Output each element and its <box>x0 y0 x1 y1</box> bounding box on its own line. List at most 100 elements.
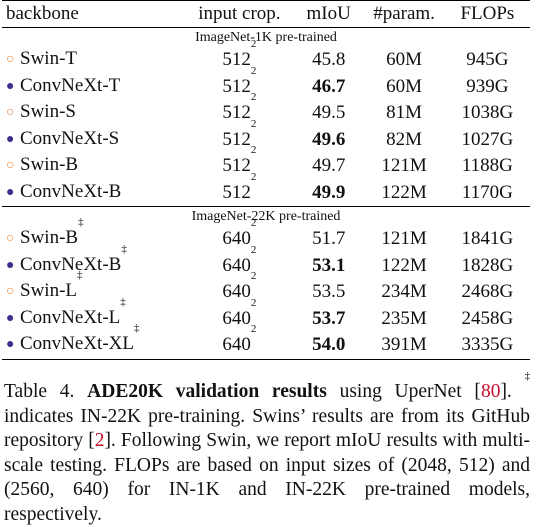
crop-exponent: 2 <box>250 144 257 156</box>
backbone-cell: ○ Swin-B ‡ <box>2 217 185 253</box>
backbone-cell: ● ConvNeXt-XL‡ <box>2 323 185 360</box>
param-cell: 122M <box>381 254 427 276</box>
param-cell: 234M <box>381 281 427 302</box>
table-row: ○ Swin-L‡ 6402 53.5 234M 2468G <box>2 270 530 306</box>
crop-value: 640 <box>222 254 251 276</box>
flops-cell: 2458G <box>461 307 514 329</box>
backbone-name: Swin-T <box>20 48 77 69</box>
flops-cell: 945G <box>466 49 509 70</box>
backbone-cell: ● ConvNeXt-T <box>2 74 185 101</box>
table-row: ○ Swin-B 5122 49.7 121M 1188G <box>2 145 530 180</box>
param-cell: 391M <box>363 332 445 360</box>
open-circle-icon: ○ <box>6 158 15 173</box>
param-cell: 82M <box>386 128 423 150</box>
miou-cell: 45.8 <box>312 49 346 70</box>
dagger-mark: ‡ <box>77 269 83 281</box>
crop-exponent: 2 <box>250 91 257 103</box>
filled-circle-icon: ● <box>6 310 15 326</box>
open-circle-icon: ○ <box>6 105 15 120</box>
dagger-mark: ‡ <box>133 322 140 334</box>
crop-exponent: 2 <box>250 117 257 130</box>
crop-cell: 5122 <box>185 145 294 180</box>
caption-text-1: using UperNet [ <box>339 381 481 402</box>
crop-value: 512 <box>222 155 251 176</box>
caption-text-3: indicates IN-22K pre-training. Swins’ re… <box>4 405 530 452</box>
flops-cell: 3335G <box>444 332 530 360</box>
crop-cell: 6402 <box>184 324 295 360</box>
param-cell: 235M <box>381 307 427 329</box>
section-label: ImageNet-22K pre-trained <box>2 206 530 226</box>
backbone-name: Swin-L <box>20 280 77 301</box>
crop-value: 640 <box>222 307 251 329</box>
table-row: ○ Swin-B ‡ 6402 51.7 121M 1841G <box>2 217 530 253</box>
table-row: ● ConvNeXt-B‡ 6402 53.1 122M 1828G <box>2 243 530 280</box>
citation-link-80[interactable]: 80 <box>480 381 501 402</box>
param-cell: 81M <box>386 102 423 123</box>
miou-cell: 51.7 <box>312 228 346 249</box>
header-param: #param. <box>363 0 445 28</box>
crop-exponent: 2 <box>250 38 257 50</box>
backbone-cell: ● ConvNeXt-B‡ <box>2 243 185 280</box>
filled-circle-icon: ● <box>6 337 15 352</box>
backbone-cell: ○ Swin-S <box>2 100 185 127</box>
flops-cell: 1170G <box>461 181 513 203</box>
backbone-name: Swin-B <box>20 227 79 248</box>
table-body: ImageNet-1K pre-trained ○ Swin-T 5122 45.8 60… <box>2 27 530 360</box>
section-label: ImageNet-1K pre-trained <box>2 27 530 47</box>
flops-cell: 939G <box>466 75 509 97</box>
miou-cell: 49.9 <box>312 181 346 203</box>
flops-cell: 2468G <box>461 281 514 302</box>
crop-cell: 6402 <box>185 271 294 306</box>
dagger-mark: ‡ <box>121 242 127 255</box>
filled-circle-icon: ● <box>6 184 15 200</box>
open-circle-icon: ○ <box>6 231 15 246</box>
backbone-cell: ○ Swin-T <box>2 47 185 74</box>
citation-link-2[interactable]: 2 <box>94 430 105 451</box>
miou-cell: 49.7 <box>312 155 346 176</box>
filled-circle-icon: ● <box>6 131 15 147</box>
crop-exponent: 2 <box>250 217 257 229</box>
open-circle-icon: ○ <box>6 284 15 299</box>
caption-dagger: ‡ <box>524 370 531 382</box>
param-cell: 60M <box>386 49 423 70</box>
filled-circle-icon: ● <box>6 257 15 273</box>
crop-cell: 5122 <box>185 118 294 154</box>
crop-value: 512 <box>222 102 251 123</box>
crop-cell: 5122 <box>185 92 294 127</box>
crop-exponent: 2 <box>250 243 257 256</box>
header-flops: FLOPs <box>444 0 530 28</box>
backbone-cell: ● ConvNeXt-S <box>2 127 185 154</box>
header-miou: mIoU <box>294 0 364 28</box>
table-header-row: backbone input crop. mIoU #param. FLOPs <box>2 0 530 28</box>
table-row: ● ConvNeXt-B 5122 49.9 122M 1170G <box>2 171 530 207</box>
flops-cell: 1038G <box>461 102 514 123</box>
filled-circle-icon: ● <box>6 78 15 94</box>
backbone-cell: ○ Swin-B <box>2 153 185 180</box>
caption-text-2: ]. <box>500 381 512 402</box>
section-header: ImageNet-22K pre-trained <box>2 206 530 226</box>
table-row: ● ConvNeXt-T 5122 46.7 60M 939G <box>2 65 530 101</box>
backbone-cell: ● ConvNeXt-B <box>2 180 185 207</box>
backbone-name: ConvNeXt-T <box>20 74 121 96</box>
backbone-name: ConvNeXt-L <box>20 306 121 328</box>
table-row: ○ Swin-S 5122 49.5 81M 1038G <box>2 92 530 127</box>
backbone-name: ConvNeXt-S <box>20 127 120 149</box>
crop-exponent: 2 <box>250 270 257 282</box>
crop-exponent: 2 <box>250 170 257 183</box>
crop-cell: 6402 <box>185 218 294 253</box>
crop-value: 512 <box>222 75 251 97</box>
crop-value: 512 <box>222 49 251 70</box>
crop-cell: 5122 <box>185 39 294 74</box>
caption-title: ADE20K validation results <box>87 381 327 402</box>
open-circle-icon: ○ <box>6 52 15 67</box>
table-row: ● ConvNeXt-L‡ 6402 53.7 235M 2458G <box>2 296 530 333</box>
backbone-name: ConvNeXt-B <box>20 253 122 275</box>
miou-cell: 46.7 <box>312 75 346 97</box>
crop-value: 512 <box>222 128 251 150</box>
crop-exponent: 2 <box>250 64 257 77</box>
param-cell: 121M <box>381 228 427 249</box>
crop-value: 512 <box>222 181 251 203</box>
param-cell: 121M <box>381 155 427 176</box>
flops-cell: 1841G <box>461 228 514 249</box>
